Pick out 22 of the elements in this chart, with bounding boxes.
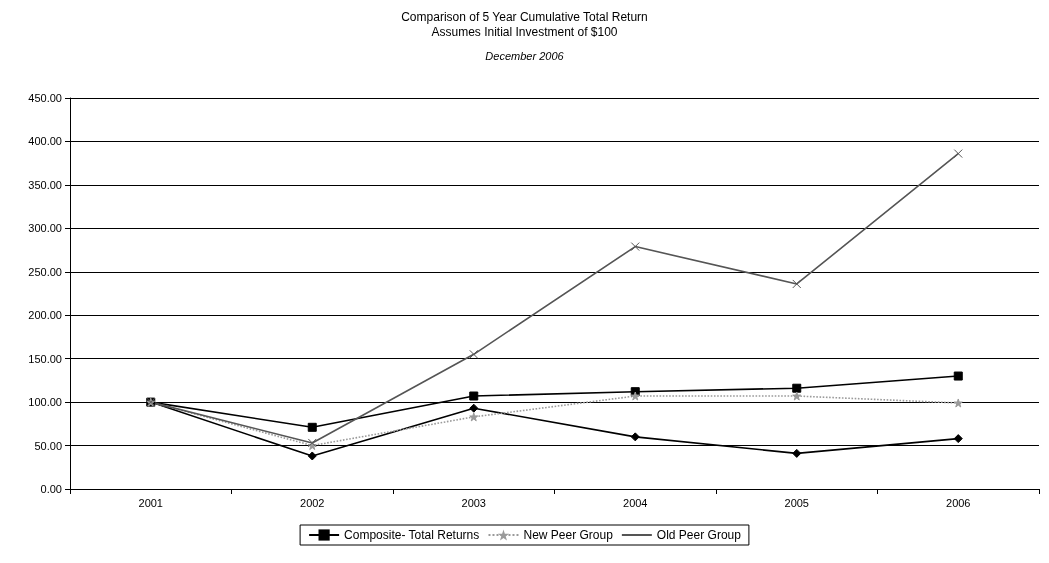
x-tick-label: 2003: [461, 496, 486, 509]
y-tick-label: 0.00: [40, 483, 62, 495]
x-tick-label: 2005: [784, 496, 809, 509]
text: December 2006: [485, 49, 565, 62]
y-tick-label: 150.00: [28, 352, 62, 365]
legend-label: Composite- Total Returns: [344, 528, 480, 542]
legend-label: Old Peer Group: [656, 528, 742, 542]
x-tick-label: 2004: [623, 496, 648, 509]
y-tick-label: 250.00: [28, 265, 62, 278]
x-tick-label: 2002: [300, 496, 325, 509]
y-tick-label: 100.00: [28, 396, 62, 409]
x-tick-label: 2001: [138, 496, 163, 509]
legend-label: New Peer Group: [523, 528, 614, 542]
y-tick-label: 350.00: [28, 178, 62, 191]
y-tick-label: 300.00: [28, 222, 62, 235]
y-tick-label: 450.00: [28, 92, 62, 104]
chart-subtitle: Assumes Initial Investment of $100: [431, 25, 618, 39]
x-tick-label: 2006: [946, 496, 971, 509]
chart-title: Comparison of 5 Year Cumulative Total Return: [401, 10, 648, 24]
y-tick-label: 200.00: [28, 309, 62, 322]
y-tick-label: 400.00: [28, 135, 62, 148]
y-tick-label: 50.00: [34, 439, 62, 452]
